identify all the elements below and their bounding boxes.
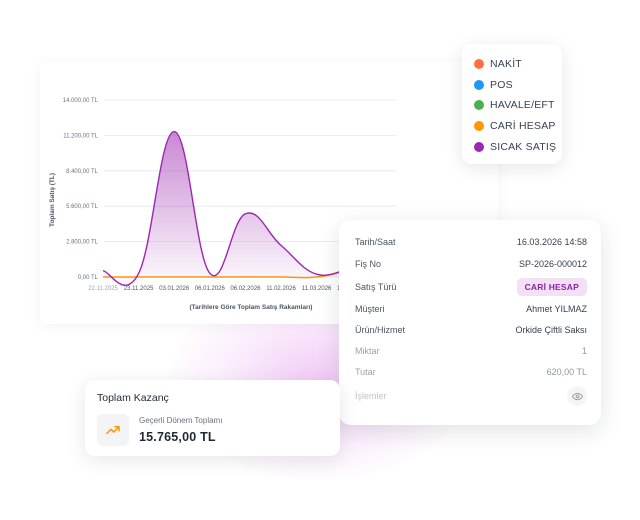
type-label: Satış Türü — [355, 282, 397, 292]
earnings-value: 15.765,00 TL — [139, 430, 216, 444]
x-tick-label: 23.11.2025 — [124, 286, 154, 292]
legend-label: POS — [490, 78, 513, 91]
x-axis-label: (Tarihlere Göre Toplam Satış Rakamları) — [190, 304, 313, 311]
series-area — [103, 131, 353, 286]
customer-label: Müşteri — [355, 304, 385, 314]
detail-row-quantity: Miktar 1 — [355, 346, 587, 356]
date-label: Tarih/Saat — [355, 237, 396, 247]
legend-dot — [474, 100, 484, 111]
legend-item[interactable]: POS — [474, 75, 562, 96]
sale-type-badge: CARİ HESAP — [516, 278, 587, 296]
legend-label: CARİ HESAP — [490, 120, 556, 133]
x-tick-label: 06.02.2026 — [230, 286, 261, 292]
detail-row-customer: Müşteri Ahmet YILMAZ — [355, 304, 587, 314]
product-label: Ürün/Hizmet — [355, 325, 406, 335]
quantity-label: Miktar — [355, 346, 380, 356]
y-tick-label: 5.600,00 TL — [66, 204, 99, 210]
receipt-label: Fiş No — [355, 259, 382, 269]
series-line — [102, 130, 353, 286]
total-label: Tutar — [355, 367, 376, 377]
x-tick-label: 03.01.2026 — [159, 286, 190, 292]
y-tick-label: 8.400,00 TL — [66, 169, 99, 175]
earnings-icon-box — [97, 414, 129, 446]
x-tick-label: 22.11.2025 — [88, 286, 118, 292]
y-tick-label: 11.200,00 TL — [63, 133, 98, 139]
detail-row-actions: İşlemler — [355, 386, 587, 406]
y-axis-label: Toplam Satış (TL) — [49, 173, 56, 227]
total-earnings-card: Toplam Kazanç Geçerli Dönem Toplamı 15.7… — [85, 380, 340, 456]
legend-label: HAVALE/EFT — [490, 99, 555, 112]
legend-dot — [474, 79, 484, 90]
quantity-value: 1 — [581, 346, 587, 356]
x-tick-label: 11.03.2026 — [302, 286, 332, 292]
legend-item[interactable]: NAKİT — [474, 54, 562, 75]
legend-label: NAKİT — [490, 58, 522, 71]
legend-dot — [474, 121, 484, 132]
legend-item[interactable]: SICAK SATIŞ — [474, 136, 562, 157]
view-button[interactable] — [567, 386, 587, 406]
customer-value: Ahmet YILMAZ — [526, 304, 587, 314]
y-tick-label: 14.000,00 TL — [63, 98, 99, 104]
x-tick-label: 06.01.2026 — [195, 286, 226, 292]
earnings-subtitle: Geçerli Dönem Toplamı — [139, 416, 223, 425]
total-value: 620,00 TL — [546, 367, 587, 377]
product-value: Orkide Çiftli Saksı — [515, 325, 587, 335]
legend-dot — [474, 141, 484, 152]
y-tick-label: 0,00 TL — [78, 275, 99, 281]
x-tick-label: 11.02.2026 — [266, 286, 296, 292]
actions-label: İşlemler — [355, 391, 387, 401]
trend-up-icon — [106, 425, 120, 435]
legend-item[interactable]: CARİ HESAP — [474, 116, 562, 137]
chart-legend: NAKİT POS HAVALE/EFT CARİ HESAP SICAK SATIŞ — [462, 44, 562, 164]
detail-row-date: Tarih/Saat 16.03.2026 14:58 — [355, 237, 587, 247]
legend-dot — [474, 59, 484, 70]
y-tick-label: 2.800,00 TL — [66, 240, 99, 246]
detail-row-type: Satış Türü CARİ HESAP — [355, 278, 587, 296]
legend-item[interactable]: HAVALE/EFT — [474, 95, 562, 116]
detail-row-receipt: Fiş No SP-2026-000012 — [355, 259, 587, 269]
detail-row-total: Tutar 620,00 TL — [355, 367, 587, 377]
detail-row-product: Ürün/Hizmet Orkide Çiftli Saksı — [355, 325, 587, 335]
legend-label: SICAK SATIŞ — [490, 140, 557, 153]
eye-icon — [571, 392, 583, 400]
sale-details-card: Tarih/Saat 16.03.2026 14:58 Fiş No SP-20… — [339, 220, 601, 425]
earnings-title: Toplam Kazanç — [97, 392, 169, 404]
receipt-value: SP-2026-000012 — [518, 259, 587, 269]
date-value: 16.03.2026 14:58 — [516, 237, 587, 247]
